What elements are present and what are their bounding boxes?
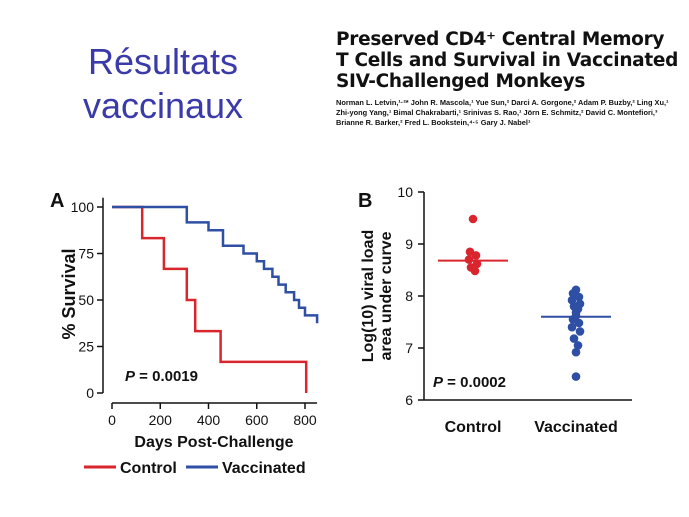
panel-a-y-tick-label: 75 [78, 246, 94, 262]
panel-b-y-tick-label: 6 [405, 392, 413, 408]
panel-b-category-label: Vaccinated [534, 419, 618, 436]
panel-b-y-axis-label-line-1: Log(10) viral load [360, 230, 377, 362]
panel-b-category-label: Control [445, 419, 502, 436]
panel-b-letter: B [358, 190, 372, 212]
viral-load-point-vaccinated [569, 334, 579, 343]
viral-load-point-vaccinated [575, 327, 585, 336]
panel-a-survival-chart: A % Survival Days Post-Challenge 0 25 50 75… [50, 190, 319, 477]
viral-load-point-vaccinated [574, 318, 584, 328]
slide-title: Résultats vaccinaux [82, 41, 244, 126]
viral-load-point-control [470, 266, 480, 276]
panel-b-y-tick-label: 7 [405, 340, 413, 356]
panel-a-x-tick-label: 800 [293, 412, 317, 428]
panel-b-p-value: P = 0.0002 [433, 374, 506, 391]
panel-a-y-tick-label: 50 [78, 292, 94, 308]
panel-a-y-tick-label: 25 [78, 339, 94, 355]
panel-a-p-value: P = 0.0019 [125, 368, 198, 385]
panel-b-y-tick-label: 8 [405, 288, 413, 304]
panel-a-y-tick-label: 0 [86, 385, 94, 401]
viral-load-point-control [471, 251, 481, 260]
panel-a-x-tick-label: 400 [197, 412, 221, 428]
panel-a-y-tick-label: 100 [71, 199, 95, 215]
viral-load-point-vaccinated [571, 372, 581, 381]
panel-a-letter: A [50, 190, 64, 212]
legend-vaccinated-label: Vaccinated [222, 460, 306, 477]
legend-control-label: Control [120, 460, 177, 477]
panel-b-y-tick-label: 9 [405, 236, 413, 252]
panel-a-x-axis-label: Days Post-Challenge [134, 434, 293, 451]
paper-authors: Norman L. Letvin,¹·²* John R. Mascola,¹ … [336, 98, 669, 127]
viral-load-point-control [468, 214, 478, 224]
viral-load-point-vaccinated [567, 322, 577, 332]
survival-line-control [112, 205, 308, 393]
survival-line-vaccinated [112, 205, 319, 324]
panel-b-y-axis-label-line-2: area under curve [378, 231, 395, 360]
viral-load-point-vaccinated [571, 347, 581, 357]
panel-a-x-tick-label: 0 [108, 412, 116, 428]
paper-title: Preserved CD4⁺ Central Memory T Cells an… [336, 29, 679, 92]
panel-a-y-axis-label: % Survival [59, 248, 79, 339]
viral-load-point-vaccinated [573, 341, 583, 350]
panel-b-viral-load-chart: B Log(10) viral load area under curve 6 7… [358, 184, 632, 436]
viral-load-point-vaccinated [574, 292, 584, 302]
panel-a-legend: Control Vaccinated [84, 460, 306, 477]
panel-a-x-tick-label: 600 [245, 412, 269, 428]
panel-a-x-tick-label: 200 [149, 412, 173, 428]
panel-b-y-tick-label: 10 [397, 184, 413, 200]
